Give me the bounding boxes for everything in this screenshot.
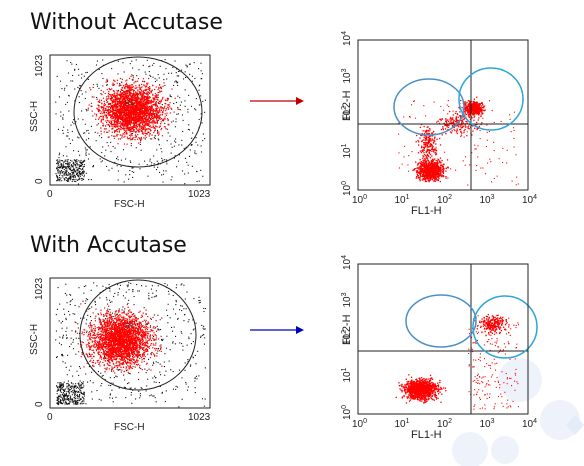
- scatter-frame: [49, 54, 211, 186]
- y-tick-0: 100: [341, 405, 353, 420]
- gate-circle-right: [472, 295, 538, 359]
- scatter-xtick-origin: 0: [47, 412, 53, 423]
- x-tick-4: 104: [522, 418, 537, 430]
- quad-dots: [398, 96, 519, 186]
- y-tick-0: 100: [341, 181, 353, 196]
- scatter-ylabel: SSC-H: [29, 324, 40, 355]
- heading-without-accutase: Without Accutase: [30, 10, 223, 35]
- arrow-right-blue: [250, 326, 304, 334]
- quad-frame: [357, 39, 529, 191]
- scatter-dots: [55, 59, 206, 185]
- scatter-plot-with: SSC-H 1023 00 1023 FSC-H R1: [29, 277, 211, 433]
- scatter-frame: [49, 277, 211, 409]
- y-tick-1: 101: [341, 367, 353, 382]
- arrow-head: [296, 97, 304, 105]
- scatter-xtick-origin: 0: [47, 189, 53, 200]
- x-tick-4: 104: [522, 194, 537, 206]
- y-tick-1: 101: [341, 143, 353, 158]
- y-tick-4: 104: [341, 31, 353, 46]
- scatter-ylabel: SSC-H: [29, 101, 40, 132]
- gate-r1: [73, 56, 203, 168]
- scatter-xtick-max: 1023: [188, 189, 211, 200]
- arrow-head: [296, 326, 304, 334]
- x-tick-3: 103: [480, 418, 495, 430]
- y-tick-3: 103: [341, 292, 353, 307]
- quad-dots: [395, 313, 520, 410]
- scatter-ytick-max: 1023: [34, 54, 45, 77]
- gate-label: R1: [125, 323, 134, 330]
- y-tick-3: 103: [341, 68, 353, 83]
- scatter-xlabel: FSC-H: [114, 422, 145, 433]
- quad-xlabel: FL1-H: [411, 429, 442, 441]
- scatter-ytick-origin: 0: [34, 401, 45, 407]
- heading-with-accutase: With Accutase: [30, 233, 187, 258]
- x-tick-1: 101: [395, 194, 410, 206]
- scatter-ytick-max: 1023: [34, 277, 45, 300]
- x-tick-0: 100: [352, 418, 367, 430]
- x-tick-1: 101: [395, 418, 410, 430]
- x-tick-3: 103: [480, 194, 495, 206]
- scatter-dots: [55, 282, 207, 408]
- quad-ylabel: FL2-H: [341, 314, 353, 345]
- scatter-xlabel: FSC-H: [114, 199, 145, 210]
- scatter-ytick-origin: 0: [34, 178, 45, 184]
- gate-label: R1: [125, 100, 134, 107]
- scatter-xtick-max: 1023: [188, 412, 211, 423]
- quad-ylabel: FL2-H: [341, 90, 353, 121]
- x-tick-0: 100: [352, 194, 367, 206]
- arrow-right-red: [250, 97, 304, 105]
- quad-xlabel: FL1-H: [411, 205, 442, 217]
- quad-frame: [357, 263, 529, 415]
- gate-circle-left: [393, 78, 465, 136]
- gate-r1: [79, 279, 197, 391]
- scatter-plot-without: SSC-H 1023 00 1023 FSC-H R1: [29, 54, 211, 210]
- gate-circle-left: [405, 294, 477, 348]
- y-tick-4: 104: [341, 255, 353, 270]
- gate-circle-right: [458, 67, 524, 131]
